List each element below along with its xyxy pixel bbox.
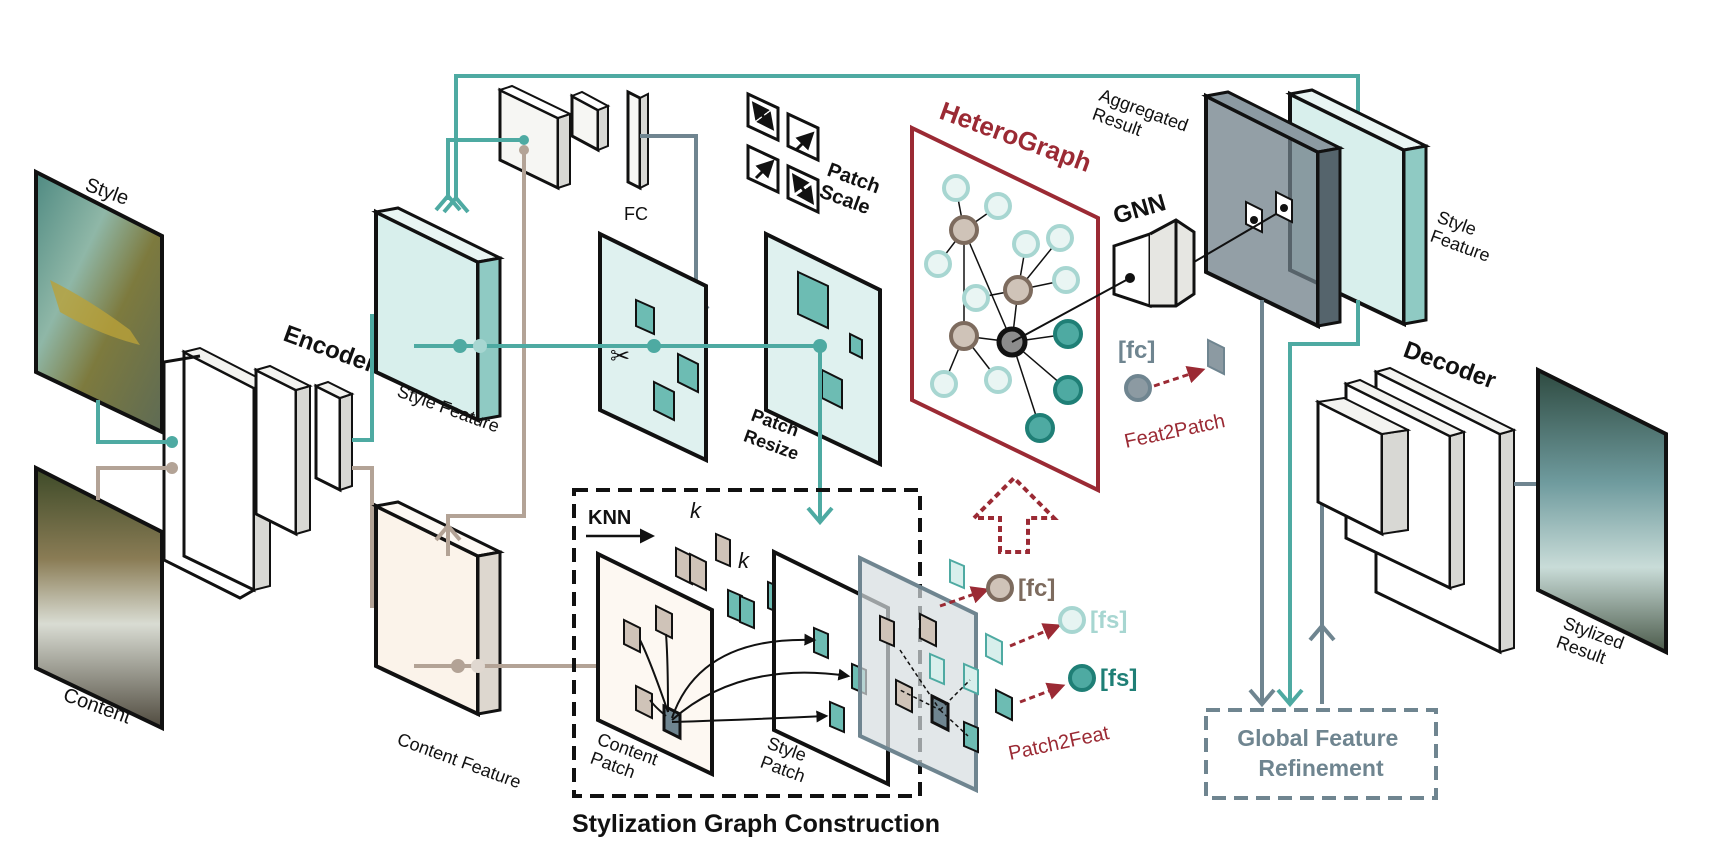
encoder-blocks xyxy=(162,346,355,600)
knn-curves xyxy=(639,633,851,723)
aggregated-result-label: Aggregated Result xyxy=(1090,85,1196,156)
fc-brown-dot xyxy=(519,145,529,155)
stylization-graph-label: Stylization Graph Construction xyxy=(572,810,940,838)
feat2patch-patch xyxy=(1207,338,1225,376)
graph-to-gnn-line xyxy=(1011,277,1131,343)
style-line-dot-3 xyxy=(647,339,661,353)
gfr-word-2: Refinement xyxy=(1258,755,1384,781)
decoder-blocks xyxy=(1314,366,1517,655)
graph-overlay-panel xyxy=(858,554,979,794)
k-label-2: k xyxy=(738,548,750,573)
style-line-dot-2 xyxy=(473,339,487,353)
style-input-dot xyxy=(166,436,178,448)
content-image xyxy=(34,464,164,732)
patch2feat-tokens xyxy=(939,558,1096,722)
style-feature-right-label: Style Feature xyxy=(1428,207,1500,266)
resize-down-arrow xyxy=(806,506,834,526)
gfr-to-decoder-line xyxy=(1320,482,1338,704)
fc-token-label: [fc] xyxy=(1018,575,1055,602)
fc-blocks xyxy=(497,84,649,191)
style-image xyxy=(34,168,164,436)
gnn-to-aggregate-line xyxy=(1193,213,1277,263)
patch-scale-label: Patch Scale xyxy=(816,159,888,222)
patch2feat-label: Patch2Feat xyxy=(1006,722,1111,765)
feat2patch-label: Feat2Patch xyxy=(1122,410,1227,453)
stylized-result-image xyxy=(1536,366,1668,656)
content-feature-label: Content Feature xyxy=(395,729,524,792)
content-feature-to-fc-line xyxy=(446,150,526,556)
content-feature-block xyxy=(371,500,505,718)
content-line-dot-1 xyxy=(451,659,465,673)
gfr-label: Global Feature Refinement xyxy=(1237,725,1404,781)
fc-to-patch-scale-line xyxy=(640,134,698,320)
gfr-box xyxy=(1204,708,1438,800)
feat2patch-arrow xyxy=(1153,366,1206,388)
graph-build-arrow xyxy=(969,475,1059,554)
aggregate-dot-1 xyxy=(1250,216,1258,224)
gnn-label: GNN xyxy=(1110,189,1169,230)
scissors-icon-style: ✂ xyxy=(610,342,630,370)
content-line-dot-2 xyxy=(471,659,485,673)
aggregate-dot-2 xyxy=(1280,204,1288,212)
knn-label: KNN xyxy=(588,507,631,529)
style-feature-block xyxy=(371,206,505,424)
fc-label: FC xyxy=(624,204,648,224)
k-label-1: k xyxy=(690,498,702,523)
top-teal-line xyxy=(454,74,1360,200)
fs-token-light-label: [fs] xyxy=(1090,607,1127,634)
aggregated-result-block xyxy=(1201,90,1345,330)
gfr-word-1: Global Feature xyxy=(1237,725,1398,751)
gfr-up-arrow xyxy=(1308,622,1336,642)
fs-token-dark-label: [fs] xyxy=(1100,665,1137,692)
style-line-dot-1 xyxy=(453,339,467,353)
content-feature-up-arrow xyxy=(434,522,462,542)
fc-token-top-label: [fc] xyxy=(1118,337,1155,364)
style-feature-to-fc-line xyxy=(446,138,524,200)
gnn-icon xyxy=(1112,218,1196,309)
top-line-up-arrow xyxy=(442,194,470,214)
knn-sample-patches xyxy=(675,532,783,630)
aggregate-down-arrow xyxy=(1248,688,1276,708)
style-input-line xyxy=(96,400,172,444)
gnn-input-dot xyxy=(1125,273,1135,283)
heterograph-panel xyxy=(910,124,1100,494)
feat2patch-node xyxy=(1124,374,1152,402)
style-feature-up-arrow xyxy=(434,192,462,212)
patch-scale-icons xyxy=(746,91,820,215)
style-down-arrow xyxy=(1276,688,1304,708)
encoder-label: Encoder xyxy=(280,320,379,378)
stylization-graph-box xyxy=(572,488,922,798)
content-input-line xyxy=(96,466,172,500)
content-patch-panel xyxy=(596,550,714,778)
content-input-dot xyxy=(166,462,178,474)
fc-teal-dot xyxy=(519,135,529,145)
style-to-gfr-line xyxy=(1288,300,1360,704)
